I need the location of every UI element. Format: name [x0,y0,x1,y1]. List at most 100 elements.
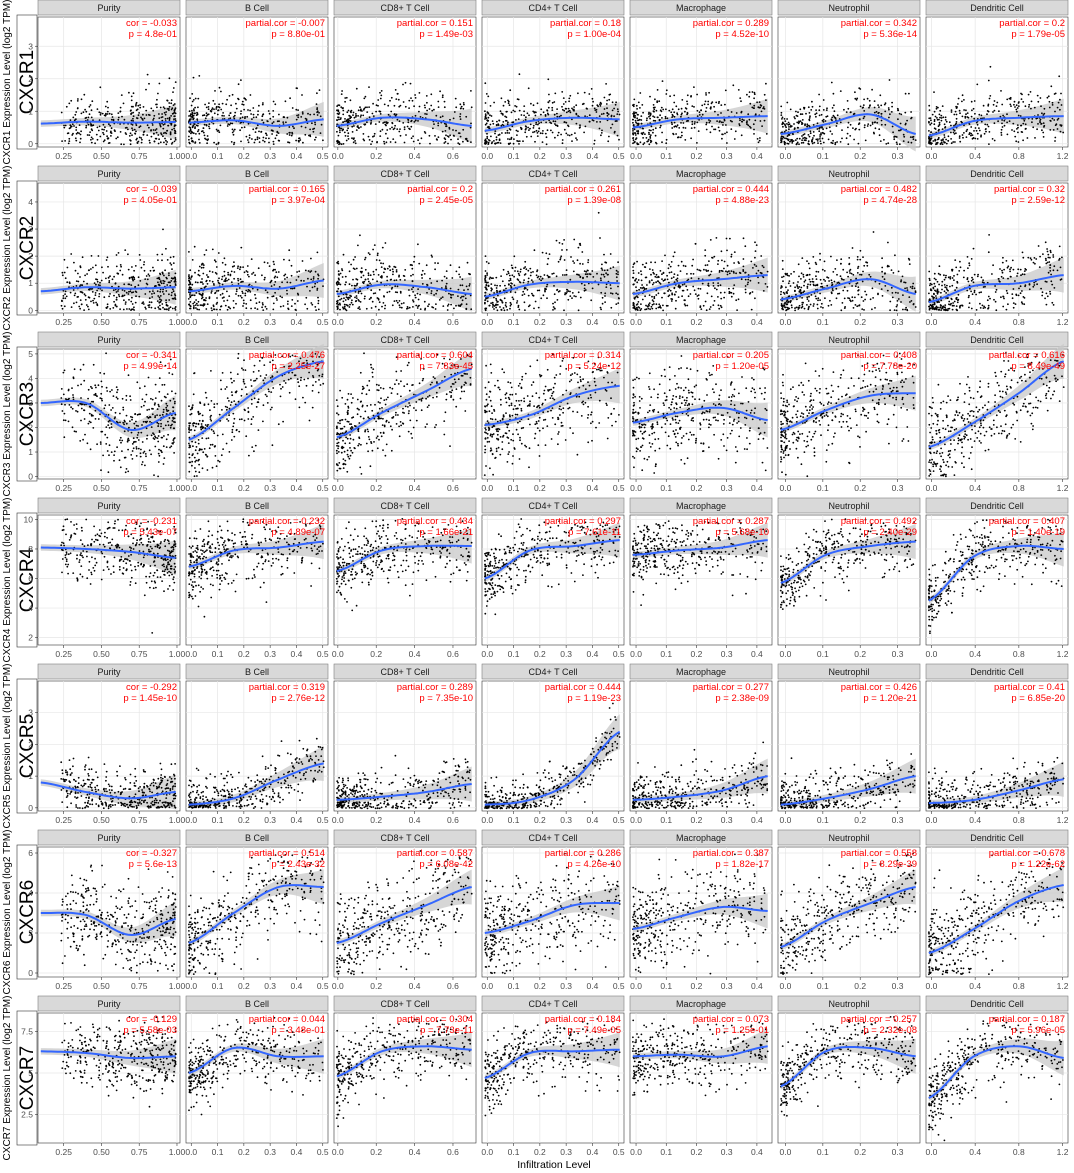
correlation-value: cor = -0.231 [126,516,177,527]
panel-strip-title: CD8+ T Cell [381,999,430,1009]
x-tick-label: 0.3 [560,317,572,327]
correlation-value: partial.cor = 0.187 [989,1014,1065,1025]
panel-strip [481,165,625,182]
panel-cxcr2-cd8-t-cell: CD8+ T Cell partial.cor = 0.2p = 2.45e-05… [332,165,477,327]
x-tick-label: 0.0 [630,151,642,161]
x-tick-label: 0.8 [1013,815,1025,825]
x-tick-label: 0.2 [238,151,250,161]
x-tick-label: 0.0 [926,317,938,327]
panel-strip-title: CD4+ T Cell [529,335,578,345]
x-tick-label: 0.1 [660,317,672,327]
y-tick-label: 3 [28,398,33,408]
correlation-value: partial.cor = 0.232 [249,516,325,527]
panel-strip-title: Purity [97,833,121,843]
p-value: p = 3.97e-04 [271,195,325,206]
x-tick-label: 0.6 [447,483,459,493]
x-tick-label: 0.2 [691,815,703,825]
data-points [780,231,917,312]
x-tick-label: 0.6 [447,151,459,161]
panel-strip [481,0,625,16]
loess-line [40,911,176,937]
x-tick-label: 0.4 [751,815,763,825]
panel-strip [629,829,773,846]
x-tick-label: 0.4 [751,649,763,659]
p-value: p = 7.83e-45 [419,361,473,372]
p-value: p = 8.29e-39 [863,859,917,870]
p-value: p = 4.99e-14 [123,361,177,372]
data-points [60,864,177,974]
x-tick-label: 0.5 [317,1147,329,1157]
y-tick-label: 0 [28,139,33,149]
loess-line [484,539,620,580]
p-value: p = 1.20e-05 [715,361,769,372]
x-tick-label: 0.4 [969,815,981,825]
x-tick-label: 0.4 [409,1147,421,1157]
panel-strip-title: Dendritic Cell [970,3,1024,13]
panel-strip-title: B Cell [245,999,269,1009]
panel-strip [333,497,477,514]
x-tick-label: 0.3 [892,317,904,327]
x-tick-label: 1.2 [1057,317,1069,327]
data-points [632,853,767,975]
x-tick-label: 0.1 [660,981,672,991]
x-tick-label: 0.50 [93,649,110,659]
x-tick-label: 0.0 [481,1147,493,1157]
x-tick-label: 0.2 [854,981,866,991]
loess-line [928,115,1064,137]
correlation-value: partial.cor = 0.387 [693,848,769,859]
x-tick-label: 0.0 [780,815,792,825]
x-tick-label: 0.1 [508,1147,520,1157]
x-tick-label: 0.2 [370,649,382,659]
panel-strip-title: Purity [97,501,121,511]
x-tick-label: 0.0 [780,1147,792,1157]
x-tick-label: 1.2 [1057,151,1069,161]
x-tick-label: 0.2 [370,815,382,825]
x-tick-label: 0.4 [587,815,599,825]
x-tick-label: 1.2 [1057,483,1069,493]
y-tick-label: 1 [28,278,33,288]
panel-strip-title: CD4+ T Cell [529,667,578,677]
x-tick-label: 0.6 [447,981,459,991]
data-points [631,518,768,606]
y-tick-label: 1 [28,447,33,457]
panel-strip [37,829,181,846]
panel-strip [925,331,1069,348]
confidence-band [928,531,1064,604]
confidence-band [336,528,472,575]
p-value: p = 4.74e-28 [863,195,917,206]
panel-strip-title: CD8+ T Cell [381,335,430,345]
panel-strip-title: Neutrophil [828,3,869,13]
p-value: p = 1.00e-04 [567,29,621,40]
x-tick-label: 0.6 [447,815,459,825]
loess-line [632,406,768,424]
panel-strip-title: CD8+ T Cell [381,501,430,511]
x-tick-label: 0.5 [317,649,329,659]
correlation-value: partial.cor = 0.289 [693,18,769,29]
x-tick-label: 0.5 [613,151,625,161]
x-tick-label: 0.3 [264,483,276,493]
correlation-value: partial.cor = 0.151 [397,18,473,29]
loess-line [928,360,1065,449]
x-tick-label: 0.3 [892,815,904,825]
x-tick-label: 1.00 [169,317,186,327]
x-tick-label: 0.4 [409,317,421,327]
loess-line [336,544,472,573]
x-tick-label: 0.0 [185,815,197,825]
panel-strip-title: B Cell [245,3,269,13]
x-tick-label: 0.1 [508,317,520,327]
p-value: p = 5.58e-03 [123,1025,177,1036]
correlation-value: partial.cor = 0.678 [989,848,1065,859]
panel-strip [333,829,477,846]
x-tick-label: 1.00 [169,151,186,161]
panel-strip [333,0,477,16]
x-tick-label: 0.75 [131,981,148,991]
correlation-value: cor = -0.039 [126,184,177,195]
